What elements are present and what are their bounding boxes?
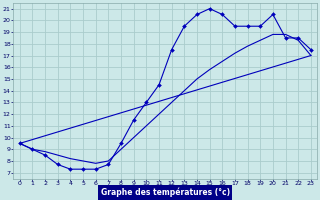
X-axis label: Graphe des températures (°c): Graphe des températures (°c) xyxy=(101,188,230,197)
